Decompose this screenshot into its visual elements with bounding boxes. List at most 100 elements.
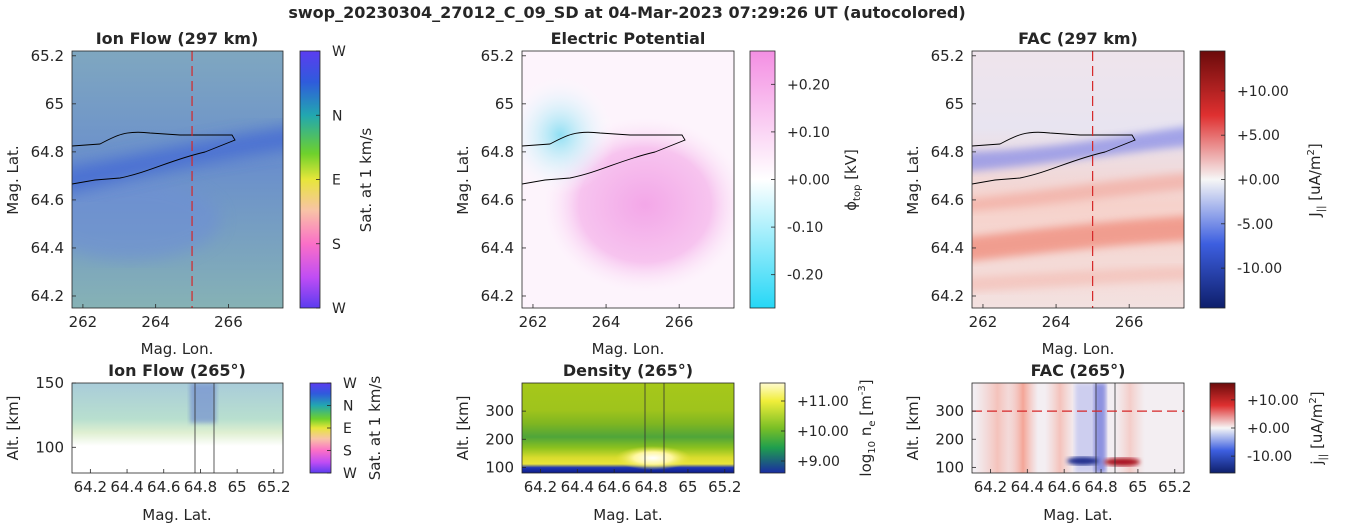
potential-contour	[522, 131, 686, 185]
colorbar-tick-label-1: +0.10	[787, 125, 830, 141]
potential-axes	[521, 50, 735, 309]
colorbar-tick-label-0: +0.20	[787, 77, 830, 93]
x-tick-label-0: 262	[969, 313, 998, 331]
x-tick-label-4: 65	[228, 478, 247, 496]
y-tick-label-5: 65.2	[931, 47, 964, 65]
panel-fac-profile: 64.2 64.4 64.6 64.8 65 65.2 100 200 300 FAC (265…	[904, 361, 1329, 524]
potential-colorbar-label: ϕtop [kV]	[842, 149, 863, 211]
y-tick-label-0: 64.2	[481, 287, 514, 305]
panel-fac-map: 262 264 266 64.2 64.4 64.6 64.8 65 65.2 FAC (297…	[904, 29, 1327, 358]
figure-title: swop_20230304_27012_C_09_SD at 04-Mar-20…	[288, 3, 965, 22]
y-tick-label-0: 100	[485, 458, 514, 476]
ion-profile-ylabel: Alt. [km]	[4, 396, 22, 461]
fac-profile-red-column-3	[1045, 383, 1075, 473]
fac-profile-colorbar-label: j|| [uA/m2]	[1308, 391, 1329, 465]
panel-electric-potential: 262 264 266 64.2 64.4 64.6 64.8 65 65.2 Electric…	[454, 29, 863, 358]
potential-title: Electric Potential	[551, 29, 706, 48]
colorbar-tick-label-4: W	[343, 466, 357, 482]
y-tick-label-5: 65.2	[481, 47, 514, 65]
x-tick-label-2: 266	[214, 313, 243, 331]
x-tick-label-1: 264	[592, 313, 621, 331]
potential-negative-region	[522, 75, 615, 195]
colorbar-tick-label-0: W	[343, 376, 357, 392]
fac-profile-title: FAC (265°)	[1031, 361, 1126, 380]
y-tick-label-0: 100	[35, 438, 64, 456]
x-tick-label-4: 65	[678, 478, 697, 496]
y-tick-label-1: 64.4	[31, 239, 64, 257]
x-tick-label-1: 64.4	[110, 478, 143, 496]
ion-flow-title: Ion Flow (297 km)	[96, 29, 259, 48]
ion-profile-band	[190, 383, 216, 423]
fac-profile-ylabel: Alt. [km]	[904, 396, 922, 461]
colorbar-tick-label-1: +0.00	[1247, 421, 1290, 437]
density-axes	[521, 382, 735, 474]
x-tick-label-1: 264	[141, 313, 170, 331]
y-tick-label-4: 65	[45, 95, 64, 113]
ion-flow-axes	[71, 50, 284, 309]
x-tick-label-0: 64.2	[524, 478, 557, 496]
ion-flow-xlabel: Mag. Lon.	[141, 340, 214, 358]
panel-density-profile: 64.2 64.4 64.6 64.8 65 65.2 100 200 300 Density …	[454, 361, 878, 524]
y-tick-label-1: 200	[485, 430, 514, 448]
x-tick-label-0: 262	[519, 313, 548, 331]
x-tick-label-2: 64.6	[147, 478, 180, 496]
fac-ylabel: Mag. Lat.	[904, 145, 922, 214]
density-colorbar	[759, 382, 786, 474]
fac-profile-positive-spot	[1104, 458, 1140, 466]
x-tick-label-1: 64.4	[561, 478, 594, 496]
y-tick-label-1: 200	[935, 430, 964, 448]
potential-ylabel: Mag. Lat.	[454, 145, 472, 214]
fac-negative-band	[972, 127, 1184, 172]
fac-profile-blue-column-1	[1075, 383, 1095, 473]
y-tick-label-0: 100	[935, 458, 964, 476]
ion-profile-field	[72, 383, 283, 473]
density-colorbar-label: log10 ne [m-3]	[857, 379, 878, 476]
colorbar-tick-label-0: +10.00	[1237, 84, 1289, 100]
density-xlabel: Mag. Lat.	[593, 506, 662, 524]
ion-profile-axes	[71, 382, 284, 474]
ion-flow-low-region	[72, 180, 220, 260]
colorbar-tick-label-0: W	[332, 44, 346, 60]
colorbar-tick-label-3: S	[343, 444, 352, 460]
y-tick-label-2: 300	[935, 402, 964, 420]
y-tick-label-2: 64.6	[931, 191, 964, 209]
colorbar-tick-label-2: -10.00	[1247, 449, 1292, 465]
potential-colorbar	[749, 50, 776, 309]
ion-profile-colorbar-label: Sat. at 1 km/s	[366, 376, 384, 481]
ion-flow-ylabel: Mag. Lat.	[4, 145, 22, 214]
y-tick-label-1: 64.4	[931, 239, 964, 257]
x-tick-label-2: 266	[1115, 313, 1144, 331]
colorbar-tick-label-4: -10.00	[1237, 261, 1282, 277]
fac-profile-red-column-4	[1115, 383, 1145, 473]
fac-positive-band-1	[972, 173, 1184, 212]
x-tick-label-1: 264	[1042, 313, 1071, 331]
y-tick-label-0: 64.2	[31, 287, 64, 305]
colorbar-tick-label-3: -5.00	[1237, 217, 1273, 233]
potential-xlabel: Mag. Lon.	[592, 340, 665, 358]
fac-colorbar	[1199, 50, 1226, 309]
y-tick-label-4: 65	[945, 95, 964, 113]
x-tick-label-5: 65.2	[708, 478, 741, 496]
x-tick-label-2: 64.6	[597, 478, 630, 496]
colorbar-tick-label-2: +9.00	[797, 454, 840, 470]
colorbar-tick-label-2: E	[332, 173, 341, 189]
x-tick-label-4: 65	[1128, 478, 1147, 496]
x-tick-label-3: 64.8	[634, 478, 667, 496]
fac-profile-xlabel: Mag. Lat.	[1043, 506, 1112, 524]
y-tick-label-0: 64.2	[931, 287, 964, 305]
colorbar-tick-label-4: W	[332, 301, 346, 317]
y-tick-label-2: 64.6	[481, 191, 514, 209]
ion-flow-contour	[72, 131, 236, 185]
colorbar-tick-label-4: -0.20	[787, 268, 823, 284]
colorbar-tick-label-3: S	[332, 237, 341, 253]
x-tick-label-3: 64.8	[184, 478, 217, 496]
fac-profile-negative-spot	[1067, 457, 1099, 465]
x-tick-label-0: 262	[69, 313, 98, 331]
fac-title: FAC (297 km)	[1018, 29, 1138, 48]
density-ylabel: Alt. [km]	[454, 396, 472, 461]
y-tick-label-5: 65.2	[31, 47, 64, 65]
fac-contour	[972, 131, 1136, 185]
colorbar-tick-label-2: E	[343, 421, 352, 437]
panel-ion-flow-profile: 64.2 64.4 64.6 64.8 65 65.2 100 150 Ion Flow (2…	[4, 361, 384, 524]
